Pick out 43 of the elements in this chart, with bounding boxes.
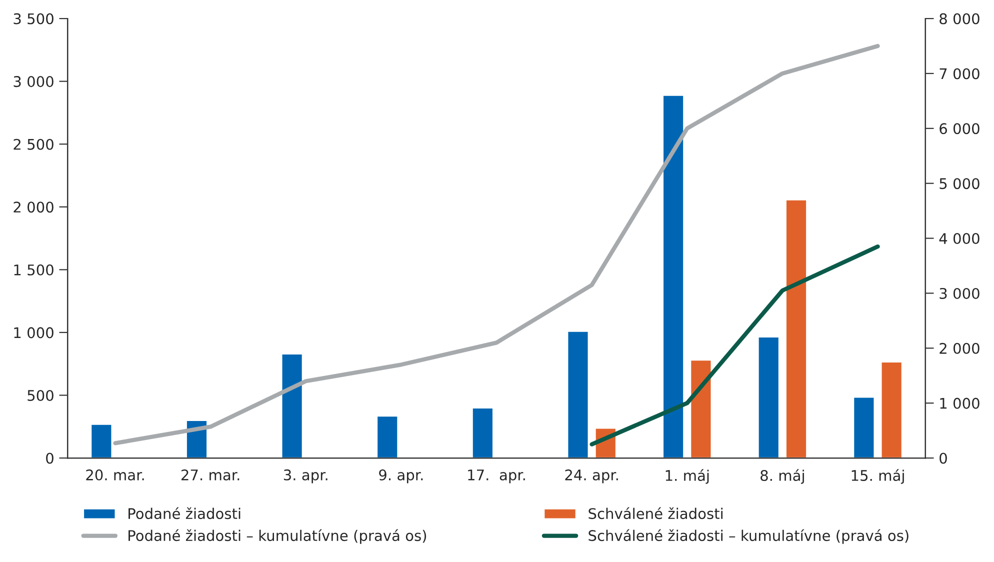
y-tick-label: 0 <box>46 452 54 464</box>
y2-tick-label: 5 000 <box>940 178 980 190</box>
x-tick-label: 27. mar. <box>181 469 240 480</box>
y2-tick-label: 6 000 <box>940 123 980 134</box>
bar <box>566 330 590 458</box>
x-tick-label: 8. máj <box>760 469 804 484</box>
y-tick-label: 1 500 <box>14 264 54 276</box>
y-tick-label: 2 000 <box>14 202 54 213</box>
bar <box>785 199 808 458</box>
y2-tick-label: 4 000 <box>939 233 980 244</box>
bar <box>852 396 876 458</box>
y-tick-label: 2 500 <box>14 138 54 150</box>
y2-tick-label: 3 000 <box>940 288 980 299</box>
bar <box>690 359 712 458</box>
x-tick-label: 9. apr. <box>379 469 423 484</box>
bar <box>472 407 494 458</box>
bar <box>662 94 684 458</box>
y2-tick-label: 2 000 <box>940 342 980 354</box>
legend-label: Schválené žiadosti <box>588 507 723 520</box>
bar <box>280 353 304 458</box>
legend-label: Schválené žiadosti – kumulatívne (pravá os) <box>588 529 908 544</box>
x-tick-label: 15. máj <box>852 469 904 484</box>
y2-tick-label: 8 000 <box>940 13 980 24</box>
y-tick-label: 3 500 <box>14 13 54 24</box>
x-tick-label: 1. máj <box>666 469 709 484</box>
x-tick-label: 17. apr. <box>468 470 525 484</box>
bar <box>880 361 903 458</box>
y2-tick-label: 0 <box>940 452 947 464</box>
y-tick-label: 1 000 <box>14 327 54 338</box>
line-series <box>590 244 880 446</box>
line-series <box>113 44 880 446</box>
x-tick-label: 24. apr. <box>565 469 618 484</box>
y-tick-label: 3 000 <box>14 76 54 88</box>
bar <box>90 423 113 458</box>
legend-label: Podané žiadosti – kumulatívne (pravá os) <box>128 529 426 544</box>
bar <box>757 336 780 458</box>
x-tick-label: 20. mar. <box>86 469 144 480</box>
bar <box>376 415 399 458</box>
x-tick-label: 3. apr. <box>284 469 328 484</box>
legend-label: Podané žiadosti <box>128 507 240 520</box>
y-tick-label: 500 <box>28 390 54 401</box>
y2-tick-label: 7 000 <box>940 68 980 80</box>
y2-tick-label: 1 000 <box>940 398 980 409</box>
